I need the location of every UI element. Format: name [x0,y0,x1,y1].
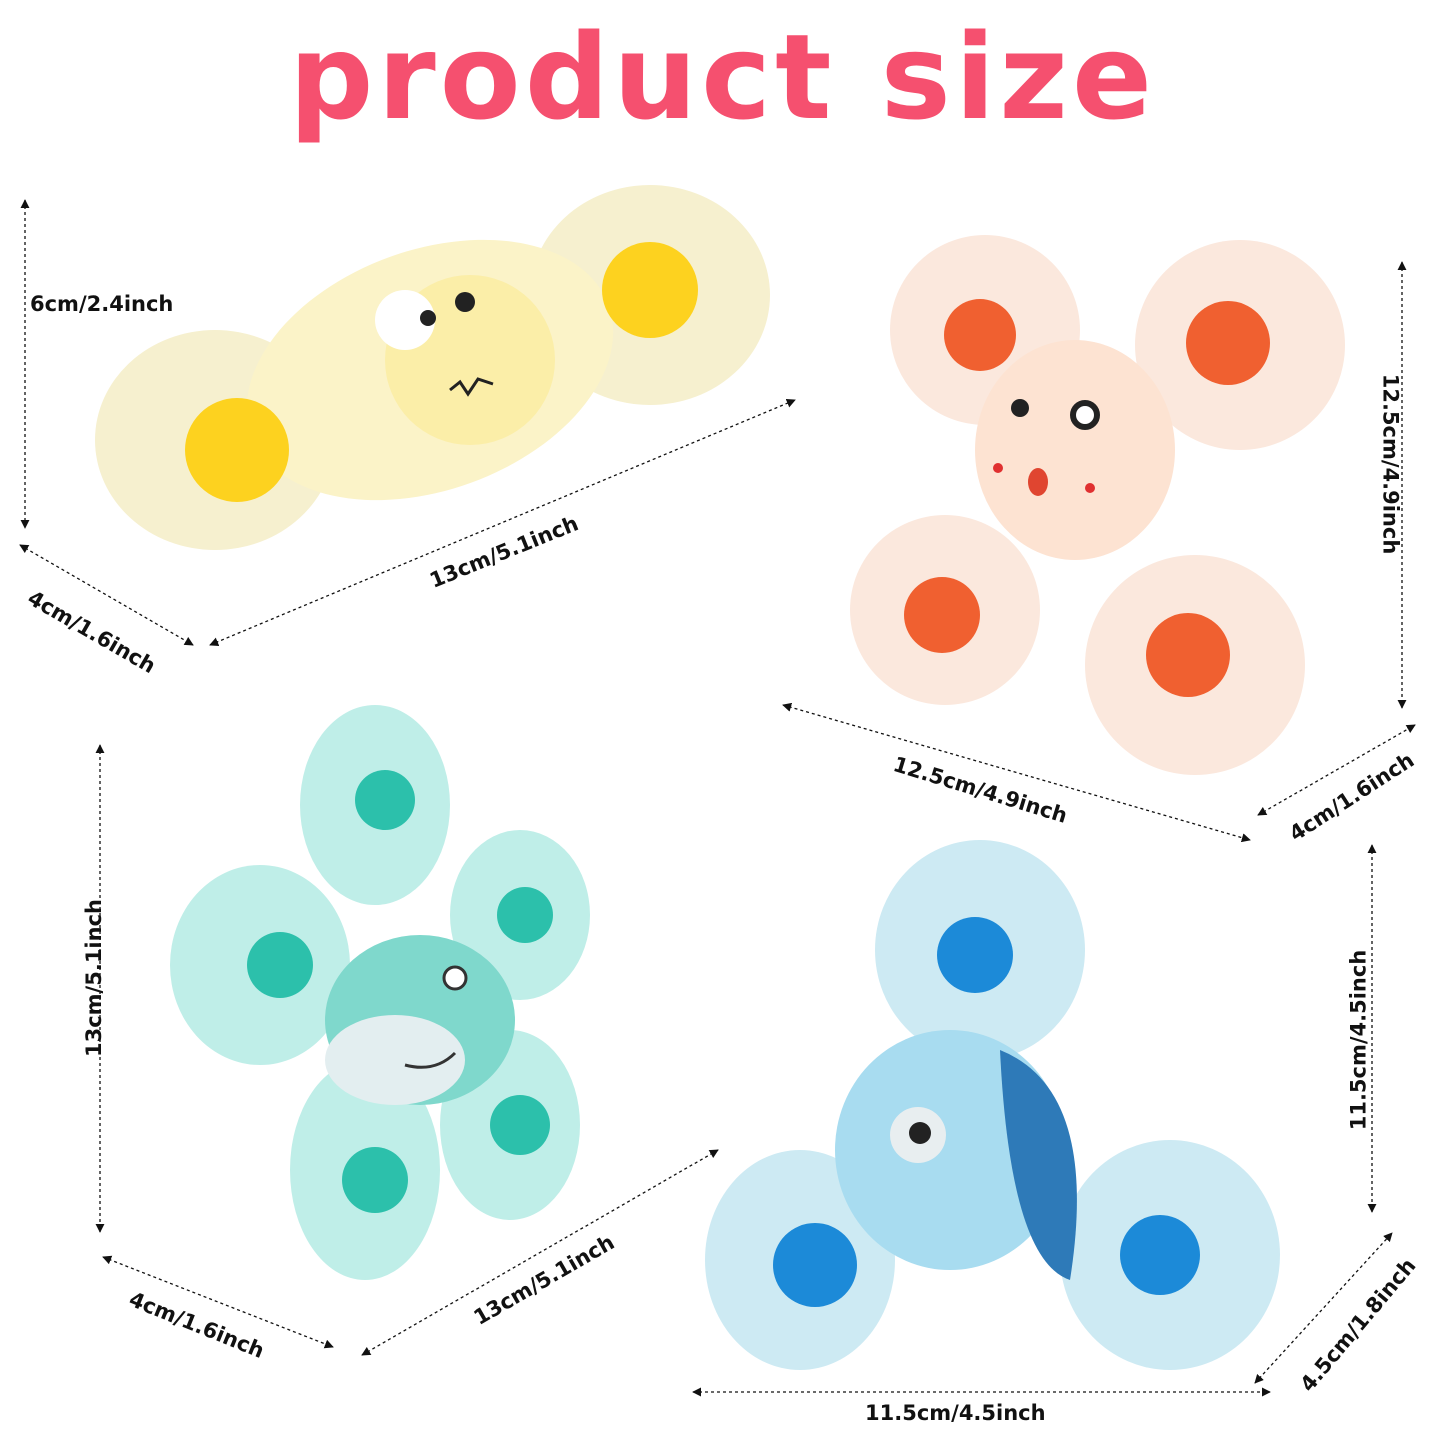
teal-shark-spinner [170,705,590,1280]
blue-fish-spinner [705,840,1280,1370]
dimension-lines [19,199,1416,1397]
title: product size [288,8,1157,146]
blue-width-label: 11.5cm/4.5inch [865,1401,1046,1425]
yellow-crab-spinner [95,185,770,550]
teal-height-label: 13cm/5.1inch [81,899,106,1057]
blue-height-label: 11.5cm/4.5inch [1346,949,1371,1131]
peach-height-label: 12.5cm/4.9inch [1378,373,1403,555]
yellow-height-label: 6cm/2.4inch [30,292,174,316]
peach-octopus-spinner [850,235,1345,775]
